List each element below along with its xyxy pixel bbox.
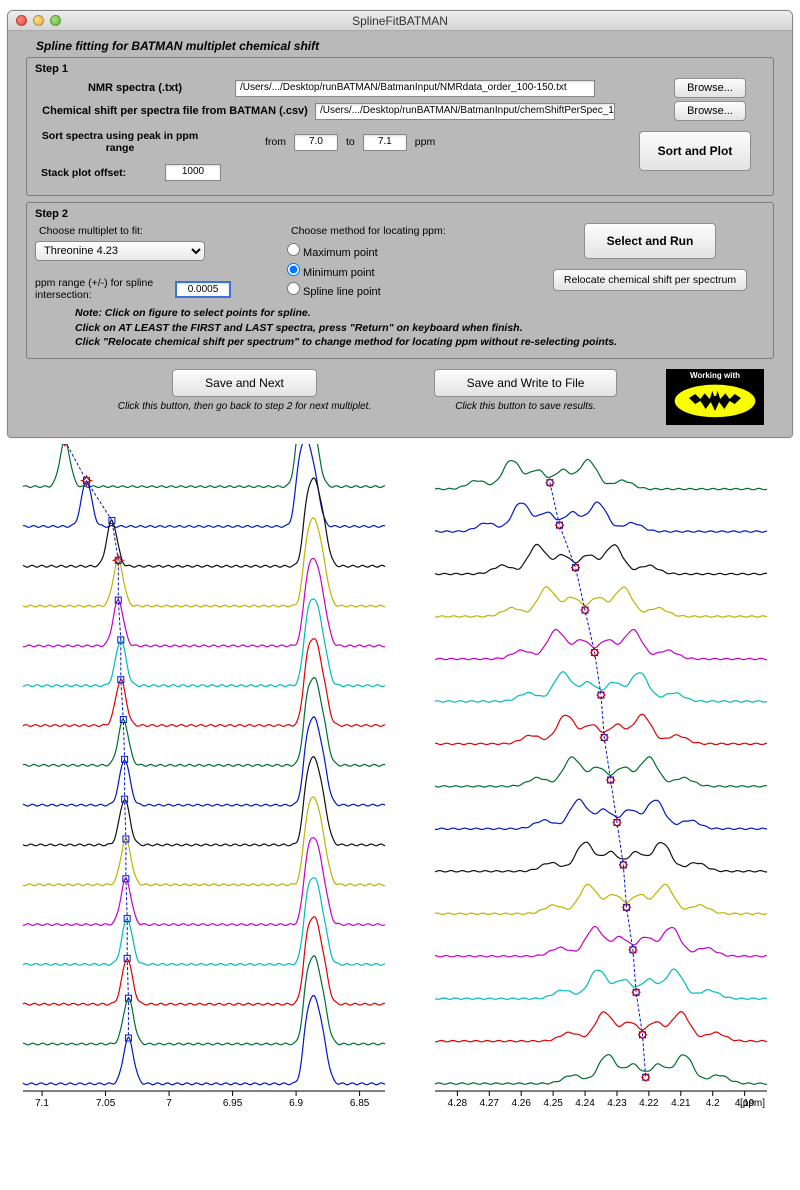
main-panel: Spline fitting for BATMAN multiplet chem… xyxy=(8,31,792,437)
save-write-caption: Click this button to save results. xyxy=(385,401,666,412)
method-radio-2[interactable]: Spline line point xyxy=(287,282,487,302)
panel-title: Spline fitting for BATMAN multiplet chem… xyxy=(18,37,782,57)
plots-container: 7.17.0576.956.96.85 4.284.274.264.254.24… xyxy=(7,444,793,1117)
multiplet-select[interactable]: Threonine 4.23 xyxy=(35,241,205,261)
csv-label: Chemical shift per spectra file from BAT… xyxy=(35,105,315,118)
stack-offset-label: Stack plot offset: xyxy=(35,167,165,179)
nmr-spectra-label: NMR spectra (.txt) xyxy=(35,82,235,95)
svg-text:6.95: 6.95 xyxy=(223,1098,243,1109)
svg-text:4.27: 4.27 xyxy=(480,1098,500,1109)
svg-text:4.25: 4.25 xyxy=(543,1098,563,1109)
method-label: Choose method for locating ppm: xyxy=(291,225,487,237)
svg-text:6.85: 6.85 xyxy=(350,1098,370,1109)
window-title: SplineFitBATMAN xyxy=(8,14,792,28)
logo-label: Working with xyxy=(667,371,763,380)
svg-text:4.22: 4.22 xyxy=(639,1098,659,1109)
ppm-unit-label: ppm xyxy=(415,136,435,148)
note-line-3: Click "Relocate chemical shift per spect… xyxy=(75,335,765,350)
nmr-spectra-path-input[interactable]: /Users/.../Desktop/runBATMAN/BatmanInput… xyxy=(235,80,595,97)
note-line-2: Click on AT LEAST the FIRST and LAST spe… xyxy=(75,321,765,336)
method-radio-1[interactable]: Minimum point xyxy=(287,263,487,283)
browse-nmr-button[interactable]: Browse... xyxy=(674,78,746,98)
svg-text:4.24: 4.24 xyxy=(575,1098,595,1109)
save-and-write-button[interactable]: Save and Write to File xyxy=(434,369,618,397)
to-input[interactable]: 7.1 xyxy=(363,134,407,151)
from-label: from xyxy=(265,136,286,148)
note-line-1: Note: Click on figure to select points f… xyxy=(75,306,765,321)
step2-title: Step 2 xyxy=(35,208,765,220)
save-next-caption: Click this button, then go back to step … xyxy=(104,401,385,412)
relocate-button[interactable]: Relocate chemical shift per spectrum xyxy=(553,269,747,291)
csv-path-input[interactable]: /Users/.../Desktop/runBATMAN/BatmanInput… xyxy=(315,103,615,120)
step2-box: Step 2 Choose multiplet to fit: Threonin… xyxy=(26,202,774,359)
notes: Note: Click on figure to select points f… xyxy=(35,302,765,350)
save-and-next-button[interactable]: Save and Next xyxy=(172,369,317,397)
svg-text:[ppm]: [ppm] xyxy=(740,1098,765,1109)
titlebar: SplineFitBATMAN xyxy=(8,11,792,31)
select-and-run-button[interactable]: Select and Run xyxy=(584,223,717,259)
step1-box: Step 1 NMR spectra (.txt) /Users/.../Des… xyxy=(26,57,774,196)
batman-logo: Working with xyxy=(666,369,764,425)
step1-title: Step 1 xyxy=(35,63,765,75)
from-input[interactable]: 7.0 xyxy=(294,134,338,151)
svg-text:4.2: 4.2 xyxy=(706,1098,720,1109)
method-radio-0[interactable]: Maximum point xyxy=(287,243,487,263)
stack-offset-input[interactable]: 1000 xyxy=(165,164,221,181)
to-label: to xyxy=(346,136,355,148)
svg-text:4.23: 4.23 xyxy=(607,1098,627,1109)
svg-text:4.26: 4.26 xyxy=(511,1098,531,1109)
ppm-range-label: ppm range (+/-) for spline intersection: xyxy=(35,277,175,301)
bottom-row: Save and Next Click this button, then go… xyxy=(18,365,782,427)
app-window: SplineFitBATMAN Spline fitting for BATMA… xyxy=(7,10,793,438)
choose-multiplet-label: Choose multiplet to fit: xyxy=(39,225,275,237)
browse-csv-button[interactable]: Browse... xyxy=(674,101,746,121)
svg-text:4.28: 4.28 xyxy=(448,1098,468,1109)
svg-text:7.1: 7.1 xyxy=(35,1098,49,1109)
sort-ppm-label: Sort spectra using peak in ppm range xyxy=(35,130,205,154)
svg-text:7.05: 7.05 xyxy=(96,1098,116,1109)
left-plot[interactable]: 7.1 7.05 7 6.95 6.9 6.85 xyxy=(19,444,389,1109)
right-plot[interactable]: 4.284.274.264.254.244.234.224.214.24.19[… xyxy=(431,444,771,1109)
method-radio-group: Maximum point Minimum point Spline line … xyxy=(287,243,487,302)
ppm-range-input[interactable]: 0.0005 xyxy=(175,281,231,298)
svg-text:7: 7 xyxy=(166,1098,172,1109)
sort-and-plot-button[interactable]: Sort and Plot xyxy=(639,131,752,171)
svg-text:6.9: 6.9 xyxy=(289,1098,303,1109)
svg-text:4.21: 4.21 xyxy=(671,1098,691,1109)
